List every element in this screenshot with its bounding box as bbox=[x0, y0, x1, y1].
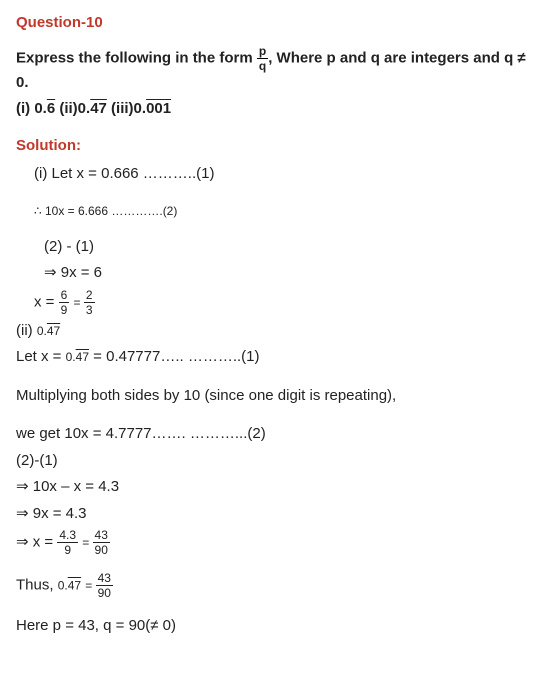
sol-line-6: (ii) 0.47 bbox=[16, 320, 540, 343]
question-parts: (i) 0.6 (ii)0.47 (iii)0.001 bbox=[16, 98, 540, 121]
s5-prefix: x = bbox=[34, 293, 59, 310]
sol-line-5: x = 69 = 23 bbox=[16, 289, 540, 316]
s14-c: 47 bbox=[68, 578, 81, 592]
sol-line-11: ⇒ 10x – x = 4.3 bbox=[16, 476, 540, 499]
sol-line-1: (i) Let x = 0.666 ………..(1) bbox=[16, 163, 540, 186]
part-ii-over: 47 bbox=[90, 100, 107, 117]
s6-c: 47 bbox=[47, 324, 60, 338]
frac-num: 43 bbox=[96, 572, 113, 586]
s7-a: Let x = bbox=[16, 348, 66, 365]
part-iii-over: 001 bbox=[146, 100, 171, 117]
frac-den: 90 bbox=[96, 586, 113, 599]
frac-2-3: 23 bbox=[84, 289, 95, 316]
frac-6-9: 69 bbox=[59, 289, 70, 316]
s14-a: Thus, bbox=[16, 576, 58, 593]
s7-c: 47 bbox=[76, 350, 89, 364]
s13-a: ⇒ x = bbox=[16, 533, 57, 550]
sol-line-9: we get 10x = 4.7777……. ………...(2) bbox=[16, 423, 540, 446]
frac-den: 9 bbox=[57, 543, 78, 556]
s6-a: (ii) bbox=[16, 322, 37, 339]
s7-d: = 0.47777….. ………..(1) bbox=[93, 348, 259, 365]
frac-den: 90 bbox=[93, 543, 110, 556]
sol-line-14: Thus, 0.47 = 4390 bbox=[16, 572, 540, 599]
frac-num: p bbox=[257, 45, 268, 59]
frac-43-90: 4390 bbox=[93, 529, 110, 556]
question-prefix: Express the following in the form bbox=[16, 49, 257, 66]
sol-line-15: Here p = 43, q = 90(≠ 0) bbox=[16, 615, 540, 638]
sol-line-2: ∴ 10x = 6.666 ………….(2) bbox=[16, 202, 540, 220]
part-i-over: 6 bbox=[47, 100, 55, 117]
frac-den: 9 bbox=[59, 303, 70, 316]
question-text: Express the following in the form pq, Wh… bbox=[16, 45, 540, 95]
frac-num: 2 bbox=[84, 289, 95, 303]
frac-num: 6 bbox=[59, 289, 70, 303]
frac-num: 43 bbox=[93, 529, 110, 543]
sol-line-10: (2)-(1) bbox=[16, 450, 540, 473]
s14-b: 0. bbox=[58, 578, 68, 592]
part-i-prefix: (i) 0. bbox=[16, 100, 47, 117]
solution-label: Solution: bbox=[16, 135, 540, 158]
sol-line-7: Let x = 0.47 = 0.47777….. ………..(1) bbox=[16, 346, 540, 369]
frac-den: 3 bbox=[84, 303, 95, 316]
s5-eq: = bbox=[73, 295, 83, 309]
sol-line-8: Multiplying both sides by 10 (since one … bbox=[16, 385, 540, 408]
s6-b: 0. bbox=[37, 324, 47, 338]
frac-den: q bbox=[257, 59, 268, 72]
fraction-pq: pq bbox=[257, 45, 268, 72]
frac-43-9: 4.39 bbox=[57, 529, 78, 556]
frac-num: 4.3 bbox=[57, 529, 78, 543]
sol-line-13: ⇒ x = 4.39 = 4390 bbox=[16, 529, 540, 556]
sol-line-3: (2) - (1) bbox=[16, 236, 540, 259]
frac-43-90b: 4390 bbox=[96, 572, 113, 599]
s14-eq: = bbox=[85, 578, 95, 592]
sol-line-12: ⇒ 9x = 4.3 bbox=[16, 503, 540, 526]
s7-b: 0. bbox=[66, 350, 76, 364]
question-title: Question-10 bbox=[16, 12, 540, 35]
part-iii-prefix: (iii)0. bbox=[107, 100, 146, 117]
part-ii-prefix: (ii)0. bbox=[55, 100, 90, 117]
s13-eq: = bbox=[82, 535, 92, 549]
sol-line-4: ⇒ 9x = 6 bbox=[16, 262, 540, 285]
